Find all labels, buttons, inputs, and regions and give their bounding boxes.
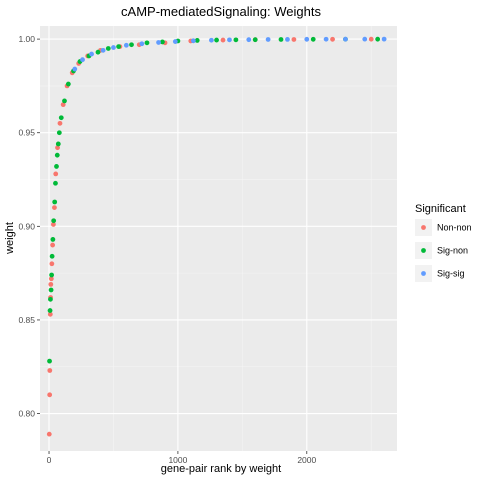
- point-sig-sig: [304, 36, 310, 42]
- plot-panel: [40, 26, 397, 451]
- point-non-non: [52, 205, 57, 211]
- point-sig-non: [50, 237, 56, 242]
- point-sig-non: [62, 98, 67, 104]
- point-sig-sig: [381, 36, 387, 42]
- point-sig-non: [233, 37, 239, 43]
- point-non-non: [368, 36, 374, 42]
- point-sig-non: [214, 37, 219, 43]
- point-non-non: [60, 102, 66, 108]
- point-non-non: [57, 120, 63, 126]
- point-sig-sig: [362, 36, 368, 42]
- point-non-non: [50, 242, 56, 248]
- point-sig-non: [252, 37, 258, 43]
- point-sig-sig: [265, 37, 271, 42]
- y-tick-label: 0.85: [18, 315, 35, 325]
- point-non-non: [291, 37, 297, 42]
- legend-key-non-non: [421, 225, 426, 230]
- x-tick-label: 2000: [297, 455, 316, 465]
- point-sig-non: [48, 287, 54, 293]
- point-sig-sig: [190, 38, 196, 44]
- point-non-non: [48, 281, 54, 287]
- y-axis-label: weight: [4, 222, 16, 255]
- legend-title: Significant: [415, 203, 466, 215]
- point-sig-sig: [139, 41, 145, 47]
- point-sig-non: [194, 38, 200, 43]
- legend-key-sig-sig: [421, 271, 426, 276]
- point-sig-non: [116, 44, 122, 49]
- legend-key-sig-non: [421, 248, 426, 253]
- point-sig-non: [144, 40, 150, 46]
- point-sig-non: [129, 42, 134, 48]
- point-sig-sig: [209, 37, 214, 43]
- y-tick-label: 0.80: [18, 409, 35, 419]
- point-sig-sig: [111, 45, 116, 50]
- data-points: [46, 36, 387, 437]
- point-sig-non: [51, 218, 57, 224]
- point-sig-sig: [343, 36, 348, 42]
- point-sig-sig: [246, 37, 252, 43]
- point-sig-sig: [172, 39, 178, 44]
- point-non-non: [330, 36, 335, 42]
- x-axis-ticks: 0 1000 2000: [47, 451, 317, 465]
- legend: Significant Non-non Sig-non Sig-sig: [415, 203, 472, 282]
- x-tick-label: 0: [47, 455, 52, 465]
- point-non-non: [47, 311, 53, 317]
- point-sig-sig: [323, 36, 329, 42]
- y-axis-ticks: 0.80 0.85 0.90 0.95 1.00: [18, 34, 40, 419]
- point-sig-non: [65, 81, 71, 87]
- point-non-non: [53, 171, 59, 177]
- point-sig-non: [47, 358, 52, 364]
- point-sig-non: [49, 272, 54, 278]
- legend-label: Sig-non: [437, 246, 468, 256]
- point-sig-sig: [72, 66, 78, 72]
- y-tick-label: 1.00: [18, 34, 35, 44]
- point-non-non: [220, 37, 226, 43]
- y-tick-label: 0.90: [18, 221, 35, 231]
- point-sig-non: [56, 130, 62, 136]
- point-non-non: [55, 145, 60, 151]
- point-sig-non: [278, 37, 284, 42]
- point-non-non: [46, 431, 52, 437]
- point-sig-non: [55, 141, 61, 147]
- point-sig-non: [375, 36, 381, 42]
- point-non-non: [49, 261, 55, 267]
- point-sig-sig: [123, 42, 129, 48]
- point-sig-sig: [227, 37, 232, 43]
- x-tick-label: 1000: [168, 455, 187, 465]
- minor-gridlines: [40, 26, 397, 451]
- point-non-non: [47, 392, 53, 398]
- point-sig-sig: [89, 51, 94, 57]
- point-non-non: [47, 368, 53, 373]
- point-sig-sig: [285, 36, 290, 42]
- point-sig-sig: [156, 40, 161, 45]
- point-sig-non: [48, 296, 53, 302]
- point-non-non: [51, 222, 56, 227]
- point-sig-non: [95, 49, 101, 55]
- x-axis-label: gene-pair rank by weight: [161, 463, 281, 475]
- legend-label: Non-non: [437, 223, 472, 233]
- y-tick-label: 0.95: [18, 128, 35, 138]
- point-sig-non: [52, 199, 58, 205]
- point-sig-sig: [100, 47, 106, 53]
- point-sig-non: [58, 115, 64, 121]
- point-sig-non: [47, 308, 53, 313]
- legend-label: Sig-sig: [437, 269, 465, 279]
- point-sig-non: [310, 36, 316, 42]
- point-sig-non: [49, 253, 55, 259]
- point-sig-non: [160, 39, 165, 45]
- point-sig-non: [53, 180, 58, 186]
- point-non-non: [48, 276, 54, 282]
- point-sig-non: [54, 152, 60, 158]
- point-sig-non: [105, 46, 111, 51]
- point-sig-sig: [80, 57, 85, 63]
- chart-title: cAMP-mediatedSignaling: Weights: [121, 4, 321, 19]
- point-sig-non: [54, 164, 59, 169]
